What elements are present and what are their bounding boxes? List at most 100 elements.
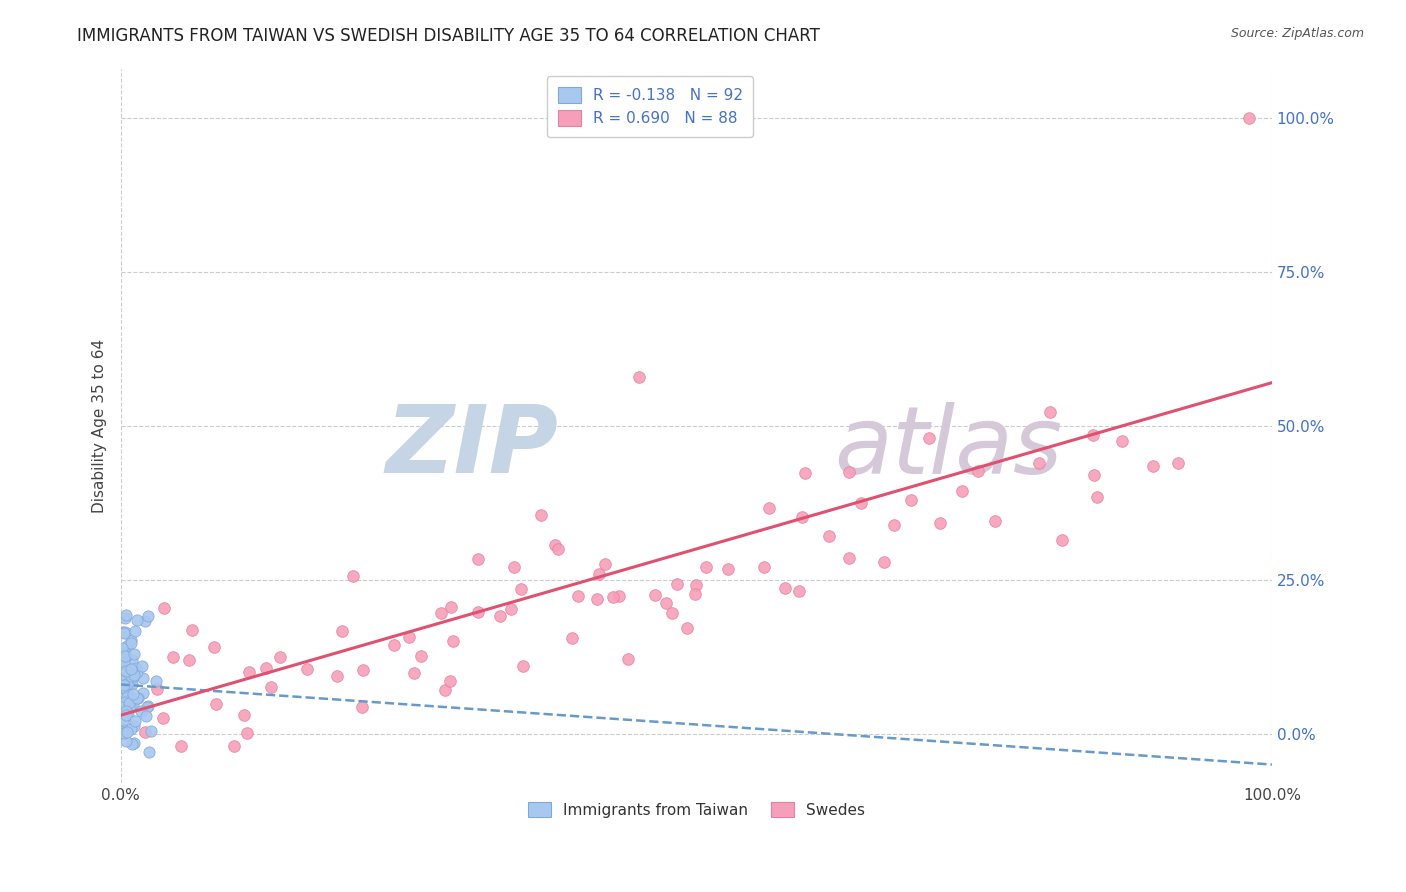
- Point: [489, 609, 512, 624]
- Point: [115, 693, 138, 707]
- Point: [120, 633, 142, 648]
- Point: [794, 466, 817, 480]
- Point: [838, 465, 860, 479]
- Point: [131, 671, 153, 685]
- Point: [131, 686, 153, 700]
- Point: [131, 659, 153, 673]
- Point: [120, 636, 142, 650]
- Point: [129, 704, 152, 718]
- Point: [127, 690, 149, 705]
- Point: [170, 739, 193, 753]
- Point: [382, 638, 405, 652]
- Point: [790, 509, 813, 524]
- Point: [115, 665, 138, 679]
- Point: [124, 624, 146, 639]
- Point: [110, 696, 132, 710]
- Point: [114, 648, 136, 663]
- Point: [110, 711, 132, 725]
- Point: [115, 639, 138, 653]
- Point: [685, 578, 707, 592]
- Point: [117, 668, 139, 682]
- Point: [352, 700, 374, 714]
- Text: IMMIGRANTS FROM TAIWAN VS SWEDISH DISABILITY AGE 35 TO 64 CORRELATION CHART: IMMIGRANTS FROM TAIWAN VS SWEDISH DISABI…: [77, 27, 820, 45]
- Point: [121, 653, 143, 667]
- Point: [883, 518, 905, 533]
- Point: [685, 587, 707, 601]
- Point: [204, 697, 226, 711]
- Point: [440, 600, 463, 615]
- Point: [543, 538, 565, 552]
- Point: [124, 714, 146, 729]
- Text: Source: ZipAtlas.com: Source: ZipAtlas.com: [1230, 27, 1364, 40]
- Point: [602, 591, 624, 605]
- Point: [439, 674, 461, 689]
- Point: [115, 658, 138, 673]
- Point: [124, 661, 146, 675]
- Y-axis label: Disability Age 35 to 64: Disability Age 35 to 64: [93, 339, 107, 513]
- Point: [114, 610, 136, 624]
- Point: [588, 567, 610, 582]
- Point: [111, 625, 134, 640]
- Point: [112, 678, 135, 692]
- Point: [1028, 457, 1050, 471]
- Point: [499, 601, 522, 615]
- Point: [398, 630, 420, 644]
- Point: [118, 698, 141, 713]
- Point: [111, 640, 134, 655]
- Point: [666, 576, 689, 591]
- Text: atlas: atlas: [834, 401, 1063, 492]
- Point: [547, 541, 569, 556]
- Point: [330, 624, 353, 638]
- Point: [120, 692, 142, 706]
- Point: [115, 734, 138, 748]
- Point: [966, 463, 988, 477]
- Point: [111, 663, 134, 677]
- Point: [114, 705, 136, 719]
- Point: [838, 550, 860, 565]
- Point: [135, 709, 157, 723]
- Point: [409, 649, 432, 664]
- Point: [326, 669, 349, 683]
- Point: [1038, 405, 1060, 419]
- Point: [655, 596, 678, 610]
- Point: [773, 582, 796, 596]
- Point: [900, 492, 922, 507]
- Point: [124, 736, 146, 750]
- Point: [224, 739, 246, 753]
- Point: [787, 583, 810, 598]
- Point: [162, 650, 184, 665]
- Point: [676, 621, 699, 635]
- Point: [567, 589, 589, 603]
- Point: [122, 668, 145, 682]
- Point: [145, 674, 167, 689]
- Point: [238, 665, 260, 680]
- Point: [1083, 428, 1105, 442]
- Point: [111, 713, 134, 727]
- Point: [502, 560, 524, 574]
- Point: [950, 483, 973, 498]
- Point: [127, 665, 149, 679]
- Point: [115, 681, 138, 695]
- Point: [254, 661, 277, 675]
- Point: [112, 691, 135, 706]
- Point: [117, 725, 139, 739]
- Point: [114, 688, 136, 702]
- Point: [114, 646, 136, 660]
- Point: [114, 670, 136, 684]
- Point: [117, 676, 139, 690]
- Point: [512, 659, 534, 673]
- Point: [120, 669, 142, 683]
- Point: [122, 670, 145, 684]
- Point: [111, 705, 134, 719]
- Point: [115, 707, 138, 722]
- Point: [1142, 458, 1164, 473]
- Point: [873, 555, 896, 569]
- Point: [342, 569, 364, 583]
- Point: [202, 640, 225, 654]
- Point: [114, 649, 136, 664]
- Point: [233, 708, 256, 723]
- Point: [111, 698, 134, 713]
- Point: [136, 608, 159, 623]
- Point: [136, 700, 159, 714]
- Point: [114, 662, 136, 676]
